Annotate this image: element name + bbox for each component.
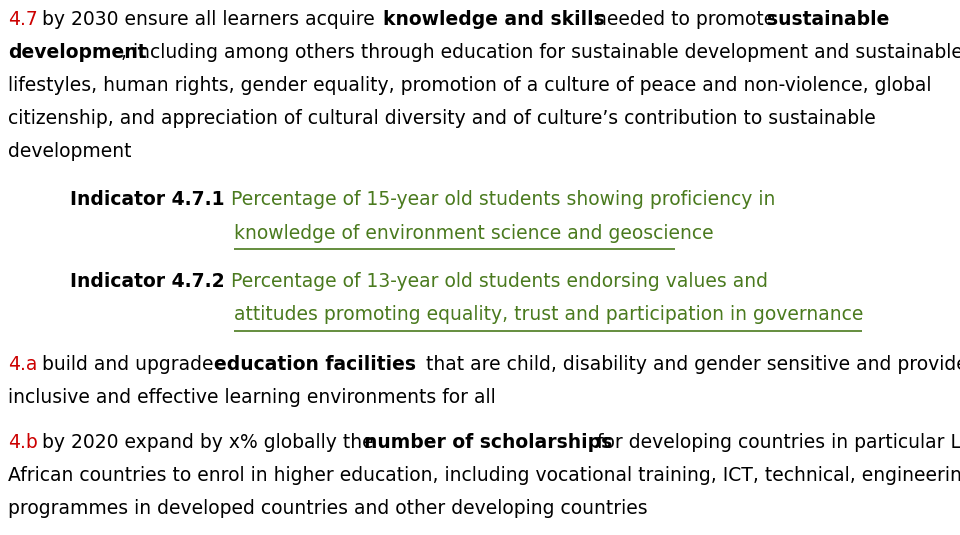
Text: citizenship, and appreciation of cultural diversity and of culture’s contributio: citizenship, and appreciation of cultura… [8, 109, 876, 128]
Text: development: development [8, 142, 132, 162]
Text: attitudes promoting equality, trust and participation in governance: attitudes promoting equality, trust and … [234, 305, 863, 324]
Text: Indicator 4.7.1: Indicator 4.7.1 [70, 190, 225, 209]
Text: 4.b: 4.b [8, 433, 37, 452]
Text: knowledge and skills: knowledge and skills [383, 10, 605, 29]
Text: , including among others through education for sustainable development and susta: , including among others through educati… [121, 43, 960, 62]
Text: 4.a: 4.a [8, 355, 37, 373]
Text: African countries to enrol in higher education, including vocational training, I: African countries to enrol in higher edu… [8, 466, 960, 485]
Text: Percentage of 13-year old students endorsing values and: Percentage of 13-year old students endor… [225, 272, 768, 291]
Text: education facilities: education facilities [214, 355, 416, 373]
Text: sustainable: sustainable [767, 10, 889, 29]
Text: knowledge of environment science and geoscience: knowledge of environment science and geo… [234, 224, 714, 242]
Text: Percentage of 15-year old students showing proficiency in: Percentage of 15-year old students showi… [225, 190, 775, 209]
Text: 4.7: 4.7 [8, 10, 37, 29]
Text: build and upgrade: build and upgrade [36, 355, 219, 373]
Text: Indicator 4.7.2: Indicator 4.7.2 [70, 272, 225, 291]
Text: number of scholarships: number of scholarships [364, 433, 612, 452]
Text: lifestyles, human rights, gender equality, promotion of a culture of peace and n: lifestyles, human rights, gender equalit… [8, 76, 931, 95]
Text: needed to promote: needed to promote [588, 10, 781, 29]
Text: for developing countries in particular LDCs, SIDS and: for developing countries in particular L… [590, 433, 960, 452]
Text: that are child, disability and gender sensitive and provide safe, non-violent,: that are child, disability and gender se… [420, 355, 960, 373]
Text: by 2030 ensure all learners acquire: by 2030 ensure all learners acquire [36, 10, 380, 29]
Text: development: development [8, 43, 146, 62]
Text: inclusive and effective learning environments for all: inclusive and effective learning environ… [8, 388, 495, 407]
Text: programmes in developed countries and other developing countries: programmes in developed countries and ot… [8, 499, 647, 518]
Text: by 2020 expand by x% globally the: by 2020 expand by x% globally the [36, 433, 379, 452]
